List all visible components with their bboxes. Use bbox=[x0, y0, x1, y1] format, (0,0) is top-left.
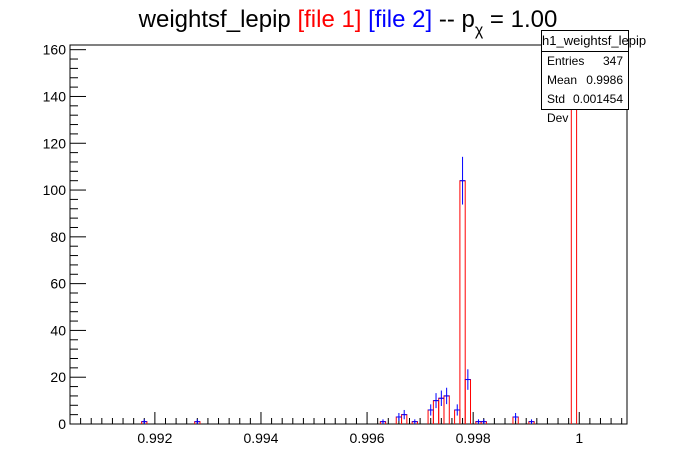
file2-error-point bbox=[481, 419, 487, 424]
stats-label: Mean bbox=[547, 73, 578, 87]
x-tick-label: 0.994 bbox=[243, 430, 278, 446]
title-suffix-before: -- p bbox=[432, 6, 475, 33]
stats-row-mean: Mean 0.9986 bbox=[542, 71, 628, 90]
file2-error-point bbox=[459, 156, 466, 205]
title-file1: [file 1] bbox=[297, 6, 361, 33]
file2-error-point bbox=[380, 419, 386, 424]
y-tick-label: 20 bbox=[50, 369, 66, 385]
stats-label: Std Dev bbox=[547, 92, 569, 125]
title-subscript: χ bbox=[475, 22, 484, 39]
file1-histogram-bar bbox=[459, 180, 466, 424]
y-tick-label: 0 bbox=[58, 416, 66, 432]
stats-row-entries: Entries 347 bbox=[542, 52, 628, 71]
svg-text:weightsf_lepip [file 1] [file: weightsf_lepip [file 1] [file 2] -- pχ =… bbox=[138, 6, 558, 39]
stats-value: 0.001454 bbox=[572, 92, 623, 106]
file2-error-point bbox=[401, 409, 407, 420]
y-tick-label: 100 bbox=[43, 182, 67, 198]
y-tick-label: 120 bbox=[43, 135, 67, 151]
y-tick-label: 140 bbox=[43, 88, 67, 104]
chart-title: weightsf_lepip [file 1] [file 2] -- pχ =… bbox=[0, 0, 696, 40]
title-suffix-after: = 1.00 bbox=[483, 6, 557, 33]
y-tick-label: 60 bbox=[50, 276, 66, 292]
plot-frame bbox=[69, 44, 628, 425]
y-tick-label: 40 bbox=[50, 322, 66, 338]
stats-box-title: h1_weightsf_lepip bbox=[542, 31, 646, 52]
y-tick-label: 160 bbox=[43, 42, 67, 58]
file2-error-point bbox=[443, 387, 450, 405]
title-file2: [file 2] bbox=[368, 6, 432, 33]
x-tick-label: 0.992 bbox=[137, 430, 172, 446]
x-tick-label: 0.996 bbox=[350, 430, 385, 446]
file2-error-point bbox=[412, 419, 418, 424]
file2-error-point bbox=[454, 404, 460, 416]
file2-error-point bbox=[438, 390, 444, 406]
x-tick-label: 1 bbox=[575, 430, 583, 446]
file2-error-point bbox=[465, 369, 471, 390]
file2-error-point bbox=[428, 404, 434, 416]
stats-label: Entries bbox=[547, 54, 585, 68]
file2-error-point bbox=[194, 419, 200, 424]
file2-error-point bbox=[475, 419, 482, 424]
stats-value: 347 bbox=[602, 54, 623, 68]
y-tick-label: 80 bbox=[50, 229, 66, 245]
file2-error-point bbox=[433, 393, 439, 409]
file2-error-point bbox=[396, 413, 402, 421]
file2-error-point bbox=[141, 419, 147, 424]
file1-histogram-bar bbox=[570, 56, 578, 424]
stats-box: h1_weightsf_lepip Entries 347 Mean 0.998… bbox=[541, 30, 646, 125]
x-tick-label: 0.998 bbox=[456, 430, 491, 446]
title-prefix: weightsf_lepip bbox=[138, 6, 298, 33]
stats-value: 0.9986 bbox=[586, 73, 623, 87]
file2-error-point bbox=[528, 419, 535, 424]
stats-row-stddev: Std Dev 0.001454 bbox=[542, 90, 628, 125]
file2-error-point bbox=[512, 413, 519, 421]
